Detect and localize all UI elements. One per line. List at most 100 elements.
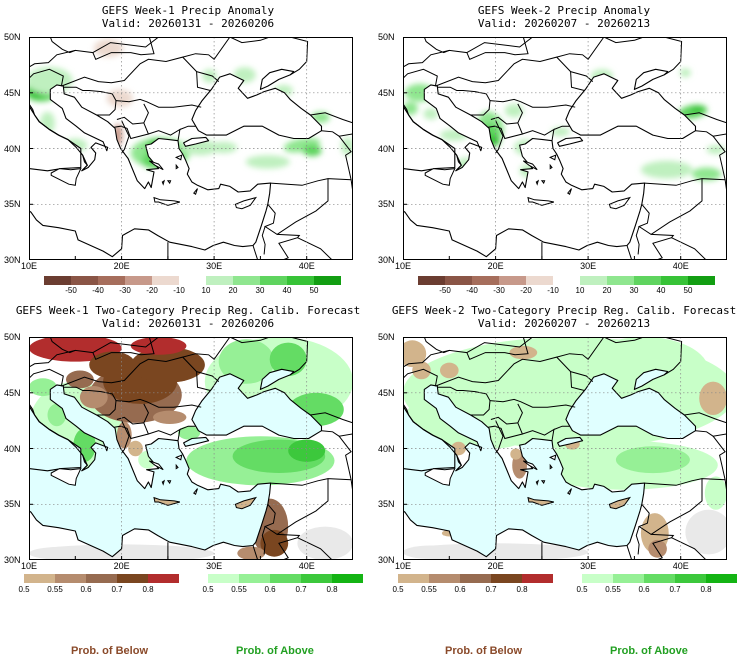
country-border	[644, 478, 727, 494]
panel1-title: GEFS Week-1 Precip Anomaly Valid: 202601…	[0, 4, 376, 30]
country-border	[403, 68, 438, 87]
x-tick-label: 20E	[487, 261, 504, 271]
country-border	[466, 337, 533, 354]
panel4-title: GEFS Week-2 Two-Category Precip Reg. Cal…	[376, 304, 752, 330]
sea-black	[565, 73, 697, 140]
country-border	[423, 337, 450, 354]
anom-colorbar-swatch	[418, 276, 445, 285]
country-border	[121, 120, 130, 154]
sea-marmara	[557, 136, 584, 147]
country-border	[603, 37, 644, 44]
anom-colorbar-swatch	[688, 276, 715, 285]
colorbar-label: -10	[547, 286, 559, 295]
prob-region-italy-mid	[47, 403, 67, 427]
island-sicily	[50, 168, 82, 186]
country-border	[490, 116, 518, 125]
footer-above-label-right: Prob. of Above	[610, 645, 688, 657]
colorbar-label: -40	[466, 286, 478, 295]
colorbar-label: 0.5	[18, 585, 30, 594]
above-colorbar-swatch	[301, 574, 332, 583]
country-border	[49, 337, 76, 354]
sea-black	[191, 73, 323, 140]
prob-region-albania	[116, 421, 132, 449]
x-tick-label: 30E	[580, 261, 597, 271]
x-tick-label: 10E	[395, 261, 412, 271]
country-border	[261, 526, 266, 555]
country-border	[297, 237, 333, 260]
island-cyclades2	[535, 479, 540, 486]
anom-colorbar-swatch	[580, 276, 607, 285]
country-border	[556, 337, 605, 361]
colorbar-label: 0.7	[111, 585, 123, 594]
y-tick-label: 30N	[4, 555, 21, 565]
country-border	[310, 412, 353, 424]
above-colorbar-swatch	[582, 574, 613, 583]
below-colorbar-swatch	[522, 574, 553, 583]
country-border	[423, 37, 450, 54]
anom-colorbar-swatch	[445, 276, 472, 285]
country-border	[635, 526, 640, 555]
below-colorbar-swatch	[491, 574, 522, 583]
x-tick-label: 40E	[298, 261, 315, 271]
sea-azov	[633, 368, 669, 390]
country-border	[403, 37, 529, 68]
colorbar-label: 0.55	[421, 585, 437, 594]
colorbar-label: 0.8	[142, 585, 154, 594]
anomaly-blob	[245, 155, 290, 169]
anomaly-blob	[690, 106, 704, 113]
anom-colorbar-swatch	[661, 276, 688, 285]
island-crete	[153, 496, 181, 506]
country-border	[61, 356, 211, 391]
anom-colorbar-swatch	[44, 276, 71, 285]
country-border	[671, 537, 707, 560]
country-border	[29, 68, 64, 87]
y-tick-label: 45N	[378, 87, 395, 98]
anomaly-blob	[640, 160, 693, 179]
country-border	[626, 545, 633, 560]
country-border	[437, 86, 491, 116]
footer-below-label-left: Prob. of Below	[71, 645, 148, 657]
panel1-valid-text: Valid: 20260131 - 20260206	[101, 17, 275, 30]
y-tick-label: 45N	[4, 87, 21, 98]
colorbar-label: 0.6	[264, 585, 276, 594]
country-border	[148, 428, 181, 441]
prob-region-sinai	[237, 546, 266, 560]
island-chios	[175, 163, 179, 170]
country-border	[570, 71, 594, 82]
sea-med	[403, 384, 646, 558]
country-border	[553, 425, 570, 430]
country-border	[121, 420, 130, 454]
x-tick-label: 10E	[21, 561, 38, 571]
island-cyclades1	[540, 180, 546, 185]
coastline	[29, 403, 89, 472]
anomaly-blob	[504, 103, 524, 118]
country-border	[297, 537, 333, 560]
above-colorbar-swatch	[706, 574, 737, 583]
anom-colorbar-swatch	[607, 276, 634, 285]
island-cyclades1	[540, 480, 546, 485]
country-border	[684, 112, 727, 124]
country-border	[115, 398, 202, 408]
country-border	[182, 37, 231, 61]
prob-region-ukr2	[269, 342, 307, 376]
anom-colorbar-swatch	[179, 276, 206, 285]
colorbar-label: -40	[92, 286, 104, 295]
island-sicily	[50, 468, 82, 486]
island-cyprus	[608, 496, 632, 510]
anom-colorbar-swatch	[526, 276, 553, 285]
prob-region-hung	[89, 351, 136, 379]
anomaly-blob	[202, 69, 217, 83]
colorbar-label: 0.7	[669, 585, 681, 594]
prob-region-croat	[79, 386, 108, 409]
prob-region-east-gray	[685, 509, 727, 555]
island-cyprus	[608, 196, 632, 210]
country-border	[261, 226, 266, 255]
country-border	[196, 71, 220, 82]
country-border	[556, 37, 605, 61]
prob-region-poland	[509, 345, 538, 360]
prob-region-france-n	[412, 361, 431, 380]
colorbar-label: 0.55	[605, 585, 621, 594]
panel2-valid-text: Valid: 20260207 - 20260213	[477, 17, 651, 30]
below-colorbar-swatch	[86, 574, 117, 583]
island-sicily	[424, 168, 456, 186]
